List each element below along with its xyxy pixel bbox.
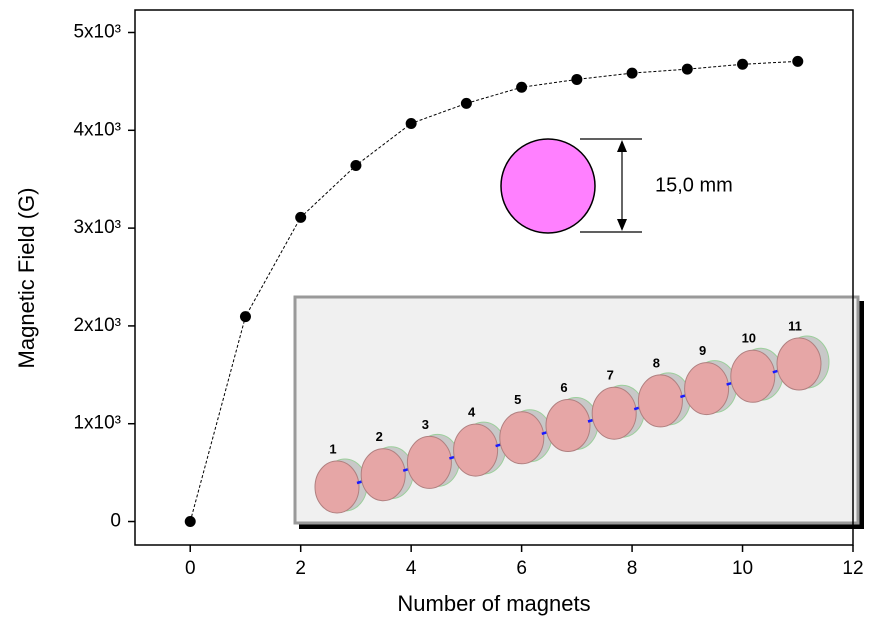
data-point bbox=[681, 63, 693, 75]
magnet-face bbox=[730, 349, 776, 403]
magnet-stack: 1 2 3 4 5 6 7 8 9 10 11 bbox=[314, 318, 830, 514]
magnet-label: 6 bbox=[560, 380, 567, 395]
x-tick-label: 2 bbox=[295, 558, 306, 579]
y-tick-label: 2x10³ bbox=[73, 315, 121, 336]
x-tick-label: 0 bbox=[185, 558, 196, 579]
plot-frame bbox=[134, 9, 854, 546]
y-tick-label: 1x10³ bbox=[73, 413, 121, 434]
x-tick-label: 10 bbox=[732, 558, 753, 579]
magnet-face bbox=[314, 460, 360, 514]
magnet-label: 1 bbox=[329, 441, 336, 456]
magnet-label: 3 bbox=[422, 417, 429, 432]
y-tick-label: 5x10³ bbox=[73, 22, 121, 43]
data-point bbox=[295, 211, 307, 223]
data-point bbox=[350, 160, 362, 172]
magnet-label: 4 bbox=[468, 405, 476, 420]
x-tick-label: 12 bbox=[842, 558, 863, 579]
data-point bbox=[239, 311, 251, 323]
magnet-label: 9 bbox=[699, 343, 706, 358]
data-point bbox=[516, 81, 528, 93]
magnet-face bbox=[499, 411, 545, 465]
magnet-label: 10 bbox=[742, 331, 756, 346]
data-point bbox=[737, 58, 749, 70]
data-point bbox=[571, 73, 583, 85]
magnet-face bbox=[406, 435, 452, 489]
y-tick-label: 4x10³ bbox=[73, 119, 121, 140]
magnet-face bbox=[684, 362, 730, 416]
magnet-label: 2 bbox=[376, 429, 383, 444]
data-point bbox=[792, 55, 804, 67]
y-tick-label: 0 bbox=[110, 511, 121, 532]
magnet-label: 7 bbox=[607, 368, 614, 383]
magnet-label: 5 bbox=[514, 392, 521, 407]
data-point bbox=[184, 516, 196, 528]
data-point bbox=[460, 97, 472, 109]
data-line bbox=[189, 60, 798, 522]
y-tick-label: 3x10³ bbox=[73, 217, 121, 238]
y-axis-label: Magnetic Field (G) bbox=[14, 188, 39, 369]
magnet-face bbox=[637, 374, 683, 428]
annotation: 15,0 mm bbox=[655, 174, 733, 196]
x-axis-label: Number of magnets bbox=[397, 591, 590, 616]
data-point bbox=[405, 117, 417, 129]
magnet-label: 11 bbox=[788, 318, 802, 333]
magnet-face bbox=[360, 448, 406, 502]
data-point bbox=[626, 67, 638, 79]
x-tick-label: 6 bbox=[516, 558, 527, 579]
magnet-face bbox=[591, 386, 637, 440]
magnet-label: 8 bbox=[653, 355, 660, 370]
diameter-inset bbox=[500, 138, 642, 234]
x-tick-label: 4 bbox=[406, 558, 417, 579]
magnet-face bbox=[776, 337, 822, 391]
magnet-face bbox=[453, 423, 499, 477]
magnet-face bbox=[545, 399, 591, 452]
x-tick-label: 8 bbox=[627, 558, 638, 579]
